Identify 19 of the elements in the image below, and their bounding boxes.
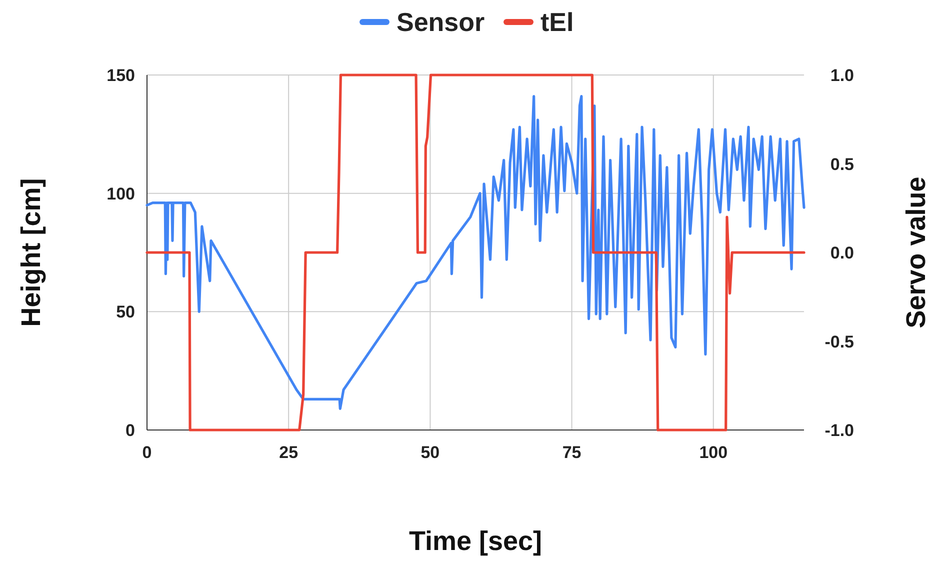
y2-tick-label: 1.0 <box>830 66 854 85</box>
y-axis-title: Height [cm] <box>16 178 46 327</box>
y-tick-label: 50 <box>116 302 135 322</box>
y-tick-label: 0 <box>126 421 135 440</box>
legend-label: tEl <box>540 7 574 37</box>
y-tick-label: 150 <box>106 66 135 85</box>
x-tick-label: 25 <box>279 443 298 462</box>
x-axis-title: Time [sec] <box>408 526 542 556</box>
y2-tick-label: 0.0 <box>830 244 854 262</box>
y2-axis-title: Servo value <box>901 176 931 328</box>
legend-label: Sensor <box>396 7 485 37</box>
y2-tick-label: -0.5 <box>824 332 854 352</box>
x-tick-label: 0 <box>142 443 152 462</box>
y2-tick-label: 0.5 <box>830 154 854 174</box>
x-tick-label: 100 <box>699 443 728 462</box>
x-tick-label: 50 <box>420 443 440 462</box>
y-tick-label: 100 <box>106 184 135 204</box>
y2-tick-label: -1.0 <box>824 421 854 440</box>
x-tick-label: 75 <box>562 443 582 462</box>
